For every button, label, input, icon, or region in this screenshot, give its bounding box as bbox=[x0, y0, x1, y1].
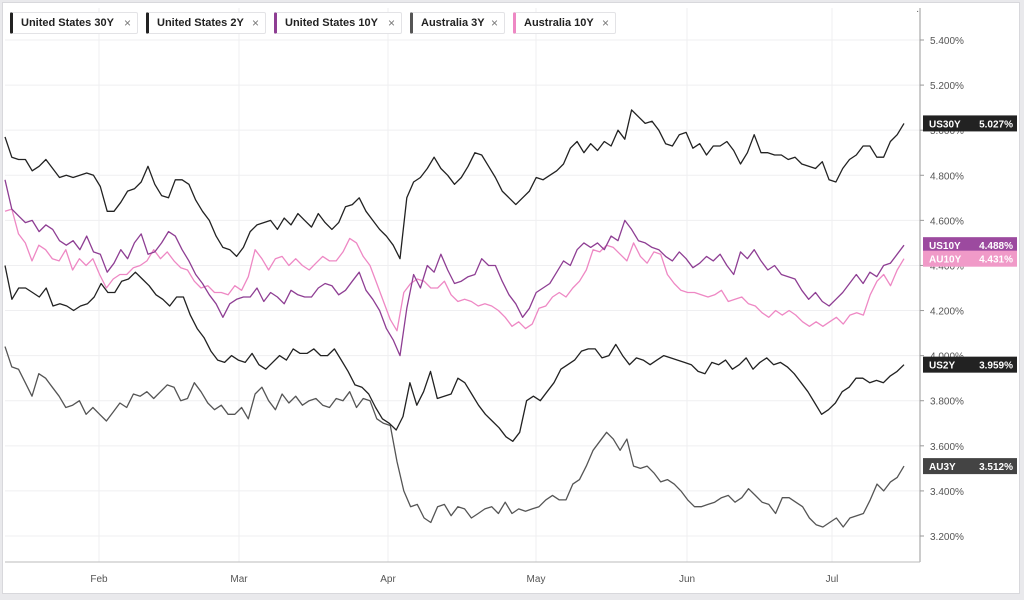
x-tick-label: Jun bbox=[679, 574, 695, 585]
tag-series-code: US10Y bbox=[929, 241, 961, 252]
x-axis: Feb Mar Apr May Jun Jul bbox=[5, 561, 920, 585]
series-line[interactable] bbox=[4, 179, 905, 357]
tag-series-code: US30Y bbox=[929, 119, 961, 130]
legend-label: United States 10Y bbox=[285, 17, 378, 29]
tag-last-value: 4.431% bbox=[979, 255, 1013, 266]
x-tick-label: Apr bbox=[380, 574, 396, 585]
x-tick-label: Jul bbox=[826, 574, 839, 585]
tag-last-value: 3.512% bbox=[979, 462, 1013, 473]
tag-series-code: US2Y bbox=[929, 361, 955, 372]
series-line[interactable] bbox=[4, 265, 905, 442]
y-tick-label: 3.800% bbox=[930, 397, 964, 408]
remove-series-icon[interactable]: × bbox=[490, 16, 498, 30]
last-value-tags: US30Y 5.027% US2Y 3.959% US10Y 4.488% AU3Y 3.51… bbox=[923, 115, 1017, 475]
last-value-tag: AU3Y 3.512% bbox=[923, 458, 1017, 475]
last-value-tag: US2Y 3.959% bbox=[923, 356, 1017, 373]
remove-series-icon[interactable]: × bbox=[601, 16, 609, 30]
legend-label: Australia 3Y bbox=[421, 17, 485, 29]
y-tick-label: 3.200% bbox=[930, 532, 964, 543]
y-tick-label: 5.200% bbox=[930, 81, 964, 92]
x-tick-label: May bbox=[527, 574, 546, 585]
y-tick-label: 5.000% bbox=[930, 126, 964, 137]
series-line[interactable] bbox=[4, 208, 905, 332]
tag-last-value: 5.027% bbox=[979, 119, 1013, 130]
tag-background bbox=[923, 237, 1017, 254]
legend-label: United States 30Y bbox=[21, 17, 114, 29]
tag-series-code: AU3Y bbox=[929, 462, 956, 473]
legend-chip[interactable]: Australia 3Y × bbox=[410, 12, 505, 34]
remove-series-icon[interactable]: × bbox=[387, 16, 395, 30]
legend-chip[interactable]: United States 2Y × bbox=[146, 12, 266, 34]
remove-series-icon[interactable]: × bbox=[251, 16, 259, 30]
legend-chip[interactable]: United States 30Y × bbox=[10, 12, 138, 34]
remove-series-icon[interactable]: × bbox=[123, 16, 131, 30]
y-tick-label: 4.600% bbox=[930, 216, 964, 227]
y-axis: 5.400% 5.200% 5.000% 4.800% 4.600% 4.400% 4.20… bbox=[919, 8, 964, 562]
tag-background bbox=[923, 356, 1017, 373]
series-lines bbox=[4, 109, 905, 528]
y-tick-label: 5.400% bbox=[930, 36, 964, 47]
x-tick-label: Mar bbox=[230, 574, 248, 585]
last-value-tag: AU10Y 4.431% bbox=[923, 250, 1017, 267]
series-line[interactable] bbox=[4, 109, 905, 260]
tag-background bbox=[923, 458, 1017, 475]
y-tick-label: 4.400% bbox=[930, 261, 964, 272]
tag-last-value: 4.488% bbox=[979, 241, 1013, 252]
legend-label: Australia 10Y bbox=[524, 17, 594, 29]
y-tick-label: 4.200% bbox=[930, 307, 964, 318]
x-tick-label: Feb bbox=[90, 574, 108, 585]
y-tick-label: 3.400% bbox=[930, 487, 964, 498]
top-mark: · bbox=[916, 6, 919, 17]
last-value-tag: US10Y 4.488% bbox=[923, 237, 1017, 254]
tag-background bbox=[923, 250, 1017, 267]
grid-lines bbox=[5, 8, 920, 562]
legend-chip[interactable]: United States 10Y × bbox=[274, 12, 402, 34]
tag-series-code: AU10Y bbox=[929, 255, 962, 266]
tag-background bbox=[923, 115, 1017, 132]
last-value-tag: US30Y 5.027% bbox=[923, 115, 1017, 132]
legend-label: United States 2Y bbox=[157, 17, 244, 29]
series-line[interactable] bbox=[4, 346, 905, 528]
tag-last-value: 3.959% bbox=[979, 361, 1013, 372]
y-tick-label: 3.600% bbox=[930, 442, 964, 453]
y-tick-label: 4.800% bbox=[930, 171, 964, 182]
legend-chip[interactable]: Australia 10Y × bbox=[513, 12, 616, 34]
